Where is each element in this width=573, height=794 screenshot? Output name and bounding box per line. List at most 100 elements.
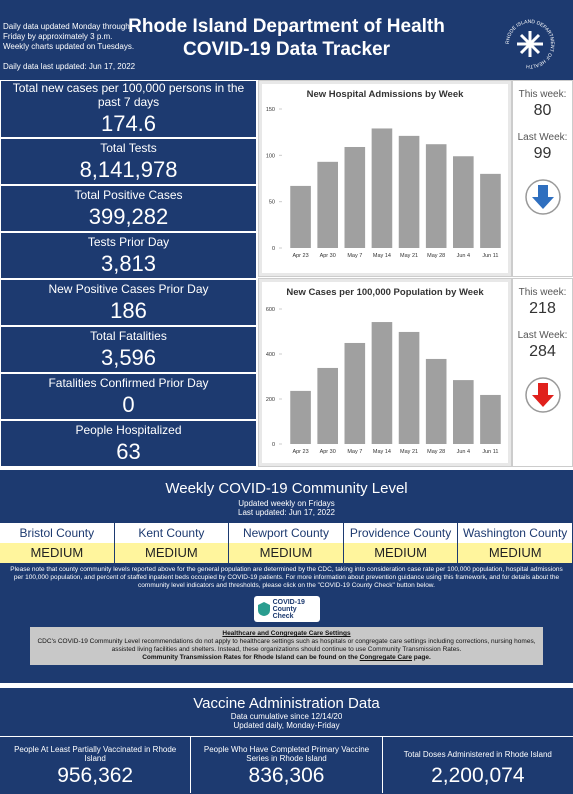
x-tick-label: May 28 [427, 253, 445, 259]
stat-value: 3,813 [100, 250, 157, 276]
section-title: Vaccine Administration Data [193, 695, 380, 712]
last-week-value: 284 [529, 343, 556, 360]
trend-arrow [524, 179, 561, 215]
vaccine-label: People At Least Partially Vaccinated in … [14, 745, 177, 763]
chart-panel: New Hospital Admissions by Week 0 50 100 150… [258, 80, 512, 277]
header: Daily data updated Monday through Friday… [0, 0, 573, 80]
y-tick-label: 200 [266, 397, 275, 403]
bar [290, 390, 311, 444]
x-tick-label: May 28 [427, 449, 445, 455]
county-name: Kent County [115, 523, 230, 543]
x-tick-label: May 7 [347, 449, 362, 455]
vaccine-label: Total Doses Administered in Rhode Island [403, 749, 552, 759]
county-name: Newport County [229, 523, 344, 543]
bar [344, 146, 366, 248]
bar [290, 185, 311, 248]
subtitle: Data cumulative since 12/14/20 [230, 712, 343, 721]
x-tick-label: May 14 [373, 449, 391, 455]
stat-label: New Positive Cases Prior Day [48, 281, 209, 296]
x-tick-label: Apr 30 [320, 253, 336, 259]
bar [480, 173, 501, 248]
title: Rhode Island Department of Health [128, 16, 445, 37]
note: Friday by approximately 3 p.m. [3, 32, 113, 41]
county-row: Bristol County Kent County Newport County P… [0, 523, 573, 543]
y-tick-label: 100 [266, 153, 275, 159]
stat: People Hospitalized 63 [0, 420, 257, 467]
stat-value: 63 [116, 438, 141, 464]
subtitle: Updated weekly on Fridays [238, 499, 335, 508]
arrow [531, 383, 554, 407]
vaccine-value: 956,362 [57, 764, 134, 787]
chart-panel: New Cases per 100,000 Population by Week… [258, 278, 512, 467]
bar [371, 128, 393, 248]
y-tick-label: 0 [272, 246, 275, 252]
y-tick-label: 0 [272, 442, 275, 448]
vaccine-value: 2,200,074 [431, 764, 525, 787]
this-week-value: 80 [533, 102, 552, 119]
chart-title: New Cases per 100,000 Population by Week [286, 287, 484, 298]
x-tick-label: Jun 11 [482, 449, 498, 455]
county-level: MEDIUM [0, 543, 115, 563]
x-tick-label: May 21 [400, 253, 418, 259]
button-text: COVID-19 [272, 598, 305, 606]
icon [257, 602, 270, 616]
title: COVID-19 Data Tracker [183, 39, 390, 60]
stat-label: Fatalities Confirmed Prior Day [48, 375, 209, 390]
vaccine-stat: People Who Have Completed Primary Vaccin… [191, 737, 383, 793]
county-name: Providence County [344, 523, 459, 543]
bar [480, 394, 501, 444]
side-box: This week: 80 Last Week: 99 [512, 80, 573, 277]
x-tick-label: Jun 11 [482, 253, 498, 259]
stat-value: 0 [122, 391, 135, 417]
stat-value: 399,282 [88, 203, 169, 229]
vaccine-stats: People At Least Partially Vaccinated in … [0, 736, 573, 793]
this-week-value: 218 [529, 300, 556, 317]
stat-label: Tests Prior Day [87, 234, 170, 249]
bar [425, 144, 447, 248]
logo: RHODE ISLAND DEPARTMENT OF HEALTH [505, 19, 555, 69]
county-name: Washington County [458, 523, 573, 543]
note: Weekly charts updated on Tuesdays. [3, 42, 135, 51]
box-text: CDC's COVID-19 Community Level recommend… [37, 638, 536, 653]
stat-value: 8,141,978 [79, 156, 178, 182]
bar [317, 161, 338, 248]
county-check-button[interactable]: COVID-19 County Check [253, 596, 320, 622]
county-level: MEDIUM [229, 543, 344, 563]
x-tick-label: May 21 [400, 449, 418, 455]
box-bold: page. [412, 654, 431, 661]
y-tick-label: 150 [266, 107, 275, 113]
updated: Last updated: Jun 17, 2022 [238, 508, 335, 517]
link[interactable]: Congregate Care [359, 654, 412, 661]
note: Daily data updated Monday through [3, 22, 130, 31]
stat: Total Positive Cases 399,282 [0, 185, 257, 232]
stat-label: Total Fatalities [90, 328, 167, 343]
trend-arrow [524, 377, 561, 413]
subtitle: Updated daily, Monday-Friday [233, 721, 340, 730]
x-tick-label: Apr 23 [292, 253, 308, 259]
stat: New Positive Cases Prior Day 186 [0, 279, 257, 326]
vaccine-stat: Total Doses Administered in Rhode Island… [383, 737, 573, 793]
x-tick-label: May 14 [373, 253, 391, 259]
chart-title: New Hospital Admissions by Week [307, 89, 465, 100]
x-tick-label: Apr 23 [292, 449, 308, 455]
stat: Total new cases per 100,000 persons in t… [0, 80, 257, 138]
stat: Tests Prior Day 3,813 [0, 232, 257, 279]
chart: New Cases per 100,000 Population by Week… [262, 282, 508, 463]
y-tick-label: 50 [269, 200, 275, 206]
notes: Daily data updated Monday through Friday… [3, 22, 134, 52]
stats: Total new cases per 100,000 persons in t… [0, 80, 257, 467]
vaccine-stat: People At Least Partially Vaccinated in … [0, 737, 192, 793]
y-tick-label: 600 [266, 307, 275, 313]
section-title: Weekly COVID-19 Community Level [165, 480, 408, 497]
box-title: Healthcare and Congregate Care Settings [222, 630, 351, 637]
last-week-value: 99 [533, 145, 552, 162]
stat-label: Total Positive Cases [74, 187, 183, 202]
last-updated: Daily data last updated: Jun 17, 2022 [3, 62, 136, 71]
arrow [531, 185, 554, 209]
stat-label: Total new cases per 100,000 persons in t… [12, 81, 245, 109]
community: Weekly COVID-19 Community Level Updated … [0, 470, 573, 683]
vaccine: Vaccine Administration Data Data cumulat… [0, 688, 573, 794]
x-tick-label: May 7 [347, 253, 362, 259]
note: Please note that county community levels… [10, 566, 563, 589]
